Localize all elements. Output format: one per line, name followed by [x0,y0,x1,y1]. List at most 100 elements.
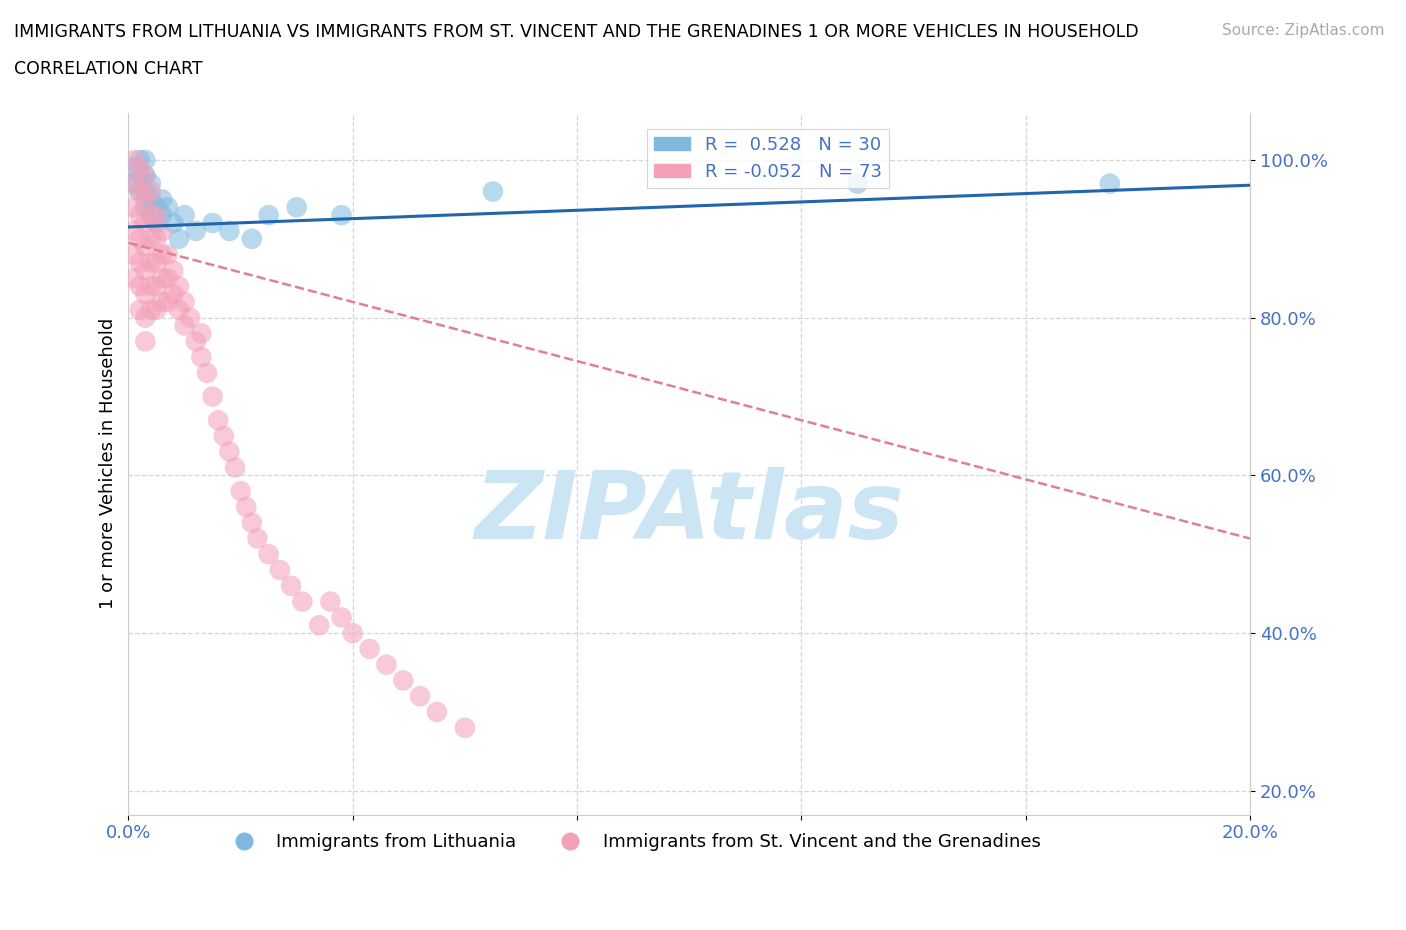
Point [150,192,173,206]
Point [330,610,353,625]
Point [122,223,145,238]
Point [162,263,184,278]
Point [122,176,145,191]
Point [218,223,240,238]
Point [426,705,449,720]
Point [134,153,156,167]
Point [167,302,190,317]
Point [409,689,432,704]
Point [156,295,179,310]
Point [179,311,201,325]
Point [128,168,150,183]
Point [122,271,145,286]
Point [134,311,156,325]
Point [128,207,150,222]
Point [257,547,280,562]
Point [128,160,150,175]
Point [139,302,162,317]
Point [156,247,179,262]
Point [246,531,269,546]
Point [128,184,150,199]
Point [134,184,156,199]
Point [229,484,252,498]
Point [134,168,156,183]
Point [139,176,162,191]
Point [145,255,167,270]
Point [134,216,156,231]
Point [224,460,246,475]
Point [285,200,308,215]
Point [257,207,280,222]
Point [240,515,263,530]
Point [150,223,173,238]
Point [1098,176,1121,191]
Point [330,207,353,222]
Point [291,594,314,609]
Point [201,389,224,404]
Point [167,279,190,294]
Point [201,216,224,231]
Text: CORRELATION CHART: CORRELATION CHART [14,60,202,78]
Point [134,192,156,206]
Point [145,200,167,215]
Point [308,618,330,632]
Point [134,286,156,301]
Point [122,247,145,262]
Point [269,563,291,578]
Point [173,318,195,333]
Point [128,279,150,294]
Y-axis label: 1 or more Vehicles in Household: 1 or more Vehicles in Household [100,318,117,609]
Point [173,207,195,222]
Point [150,207,173,222]
Point [122,176,145,191]
Text: IMMIGRANTS FROM LITHUANIA VS IMMIGRANTS FROM ST. VINCENT AND THE GRENADINES 1 OR: IMMIGRANTS FROM LITHUANIA VS IMMIGRANTS … [14,23,1139,41]
Point [139,232,162,246]
Point [134,239,156,254]
Point [319,594,342,609]
Point [173,295,195,310]
Point [342,626,364,641]
Text: ZIPAtlas: ZIPAtlas [474,467,904,559]
Point [145,232,167,246]
Point [134,334,156,349]
Point [139,255,162,270]
Point [218,445,240,459]
Point [145,216,167,231]
Text: Source: ZipAtlas.com: Source: ZipAtlas.com [1222,23,1385,38]
Point [150,271,173,286]
Point [156,200,179,215]
Point [162,216,184,231]
Point [128,153,150,167]
Point [122,160,145,175]
Point [240,232,263,246]
Point [454,721,477,736]
Point [145,302,167,317]
Point [190,350,212,365]
Point [134,168,156,183]
Point [359,642,381,657]
Point [139,207,162,222]
Point [190,326,212,341]
Point [482,184,505,199]
Point [128,232,150,246]
Point [145,207,167,222]
Point [195,365,218,380]
Point [150,247,173,262]
Point [184,334,207,349]
Legend: Immigrants from Lithuania, Immigrants from St. Vincent and the Grenadines: Immigrants from Lithuania, Immigrants fr… [218,826,1047,858]
Point [139,207,162,222]
Point [122,200,145,215]
Point [134,263,156,278]
Point [207,413,229,428]
Point [392,673,415,688]
Point [280,578,302,593]
Point [375,658,398,672]
Point [184,223,207,238]
Point [212,429,235,444]
Point [167,232,190,246]
Point [162,286,184,301]
Point [846,176,869,191]
Point [150,295,173,310]
Point [139,279,162,294]
Point [128,255,150,270]
